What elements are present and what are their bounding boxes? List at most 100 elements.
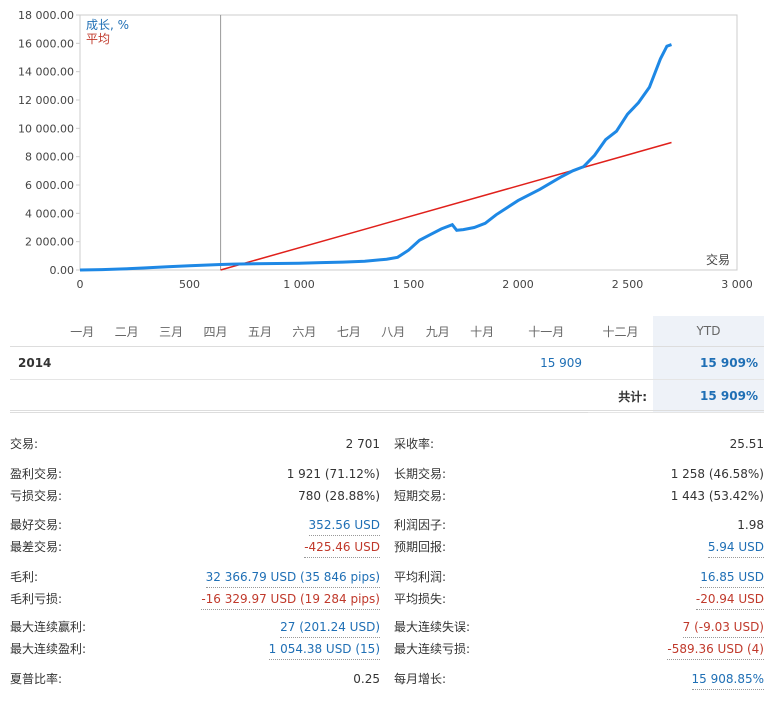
stat-label: 毛利: (10, 570, 39, 584)
stat-label: 最大连续失误: (394, 620, 471, 634)
month-header: 七月 (326, 316, 372, 347)
month-header: 八月 (371, 316, 416, 347)
stat-row: 预期回报: 5.94 USD (394, 537, 764, 558)
stat-value: 7 (-9.03 USD) (682, 617, 764, 638)
stat-row: 毛利: 32 366.79 USD (35 846 pips) (10, 567, 380, 588)
stat-label: 预期回报: (394, 540, 447, 554)
stat-row: 毛利亏损: -16 329.97 USD (19 284 pips) (10, 589, 380, 610)
legend-average: 平均 (86, 32, 110, 46)
stat-value: 5.94 USD (707, 537, 764, 558)
x-tick-label: 3 000 (721, 278, 753, 291)
stat-value: 1 921 (71.12%) (286, 467, 380, 481)
stat-row: 盈利交易: 1 921 (71.12%) (10, 464, 380, 484)
month-header: 十二月 (588, 316, 653, 347)
y-tick-label: 14 000.00 (18, 66, 74, 79)
stat-label: 最大连续亏损: (394, 642, 471, 656)
stat-row: 亏损交易: 780 (28.88%) (10, 486, 380, 506)
plot-area (79, 14, 738, 271)
series-average-line (220, 141, 672, 271)
stat-label: 最大连续盈利: (10, 642, 87, 656)
stat-row: 夏普比率: 0.25 (10, 669, 380, 689)
stat-value: 1.98 (737, 518, 764, 532)
month-value (237, 346, 283, 380)
stat-label: 平均损失: (394, 592, 447, 606)
stat-label: 平均利润: (394, 570, 447, 584)
stat-value: 352.56 USD (308, 515, 380, 536)
stat-row: 最好交易: 352.56 USD (10, 515, 380, 536)
total-label: 共计: (588, 379, 653, 413)
x-tick-label: 500 (179, 278, 200, 291)
stat-label: 亏损交易: (10, 489, 63, 503)
growth-chart: 0.00 2 000.00 4 000.00 6 000.00 8 000.00 10 0… (18, 9, 753, 291)
month-value (148, 346, 194, 380)
stat-row: 最大连续盈利: 1 054.38 USD (15) (10, 639, 380, 660)
stat-value: 780 (28.88%) (298, 489, 380, 503)
stat-row: 平均利润: 16.85 USD (394, 567, 764, 588)
stat-value: 1 258 (46.58%) (670, 467, 764, 481)
monthly-returns-table: 一月 二月 三月 四月 五月 六月 七月 八月 九月 十月 十一月 十二月 YTD 2014 15 909… (10, 316, 764, 413)
month-value: 15 909 (504, 346, 589, 380)
stat-value: -425.46 USD (304, 537, 380, 558)
stat-row: 最差交易: -425.46 USD (10, 537, 380, 558)
stat-value: 2 701 (345, 437, 380, 451)
stat-label: 最大连续赢利: (10, 620, 87, 634)
y-gridlines (76, 14, 80, 271)
stat-label: 毛利亏损: (10, 592, 63, 606)
stat-label: 交易: (10, 437, 39, 451)
stat-row: 采收率: 25.51 (394, 434, 764, 454)
month-value (459, 346, 505, 380)
stat-label: 盈利交易: (10, 467, 63, 481)
stat-row: 最大连续赢利: 27 (201.24 USD) (10, 617, 380, 638)
month-value (60, 346, 105, 380)
stat-value: 25.51 (729, 437, 764, 451)
month-header: 二月 (104, 316, 149, 347)
stat-value: 15 908.85% (691, 669, 764, 690)
stat-label: 每月增长: (394, 672, 447, 686)
y-tick-label: 18 000.00 (18, 9, 74, 22)
y-tick-label: 10 000.00 (18, 122, 74, 135)
month-header: 三月 (148, 316, 194, 347)
x-tick-label: 1 500 (393, 278, 425, 291)
stat-row: 平均损失: -20.94 USD (394, 589, 764, 610)
x-axis-label: 交易 (706, 252, 730, 267)
month-value (371, 346, 416, 380)
y-tick-label: 4 000.00 (25, 207, 74, 220)
stat-row: 每月增长: 15 908.85% (394, 669, 764, 690)
x-tick-label: 2 500 (612, 278, 644, 291)
month-header: 五月 (237, 316, 283, 347)
stat-row: 长期交易: 1 258 (46.58%) (394, 464, 764, 484)
x-tick-labels: 0 500 1 000 1 500 2 000 2 500 3 000 (77, 278, 753, 291)
stat-value: -16 329.97 USD (19 284 pips) (201, 589, 380, 610)
month-value (104, 346, 149, 380)
total-value: 15 909% (653, 379, 764, 413)
y-tick-label: 6 000.00 (25, 179, 74, 192)
series-growth-line (79, 43, 672, 272)
stat-label: 短期交易: (394, 489, 447, 503)
month-header: 九月 (415, 316, 460, 347)
month-value (193, 346, 238, 380)
stat-row: 交易: 2 701 (10, 434, 380, 454)
x-tick-label: 2 000 (502, 278, 534, 291)
stat-row: 短期交易: 1 443 (53.42%) (394, 486, 764, 506)
stat-row: 最大连续亏损: -589.36 USD (4) (394, 639, 764, 660)
stats-divider (10, 410, 764, 411)
year-label: 2014 (10, 346, 60, 380)
stat-value: 0.25 (353, 672, 380, 686)
stat-label: 采收率: (394, 437, 435, 451)
stat-label: 最好交易: (10, 518, 63, 532)
month-header: 一月 (60, 316, 105, 347)
month-value (588, 346, 653, 380)
x-tick-label: 0 (77, 278, 84, 291)
stat-value: 27 (201.24 USD) (280, 617, 380, 638)
stat-value: 1 054.38 USD (15) (268, 639, 380, 660)
stat-value: -20.94 USD (695, 589, 764, 610)
legend-growth: 成长, % (86, 18, 129, 32)
stat-row: 最大连续失误: 7 (-9.03 USD) (394, 617, 764, 638)
stat-row: 利润因子: 1.98 (394, 515, 764, 535)
y-tick-label: 8 000.00 (25, 151, 74, 164)
month-value (415, 346, 460, 380)
y-tick-label: 2 000.00 (25, 236, 74, 249)
y-tick-label: 12 000.00 (18, 94, 74, 107)
x-tick-label: 1 000 (283, 278, 315, 291)
stat-value: 32 366.79 USD (35 846 pips) (205, 567, 380, 588)
